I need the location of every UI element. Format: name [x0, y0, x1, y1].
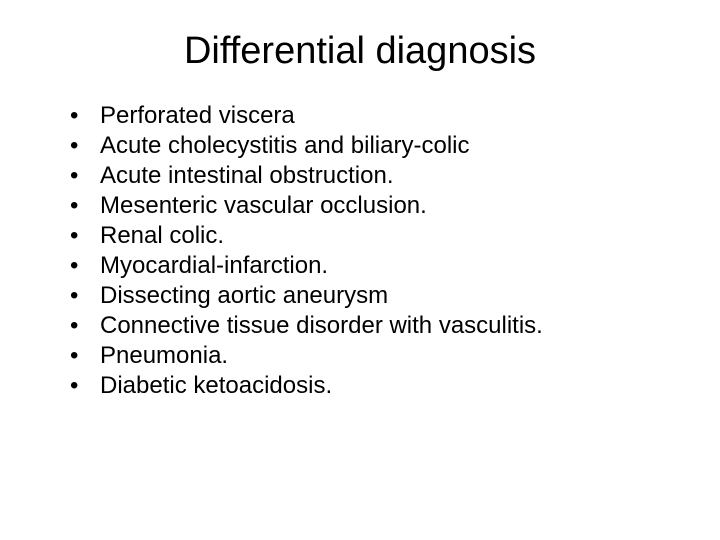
list-item: • Dissecting aortic aneurysm — [70, 281, 660, 311]
bullet-icon: • — [70, 221, 100, 251]
list-item-text: Pneumonia. — [100, 341, 660, 371]
slide-title: Differential diagnosis — [60, 30, 660, 73]
list-item-text: Diabetic ketoacidosis. — [100, 371, 660, 401]
list-item: • Myocardial-infarction. — [70, 251, 660, 281]
bullet-icon: • — [70, 371, 100, 401]
list-item: • Acute cholecystitis and biliary-colic — [70, 131, 660, 161]
bullet-icon: • — [70, 161, 100, 191]
list-item: • Perforated viscera — [70, 101, 660, 131]
bullet-icon: • — [70, 341, 100, 371]
bullet-icon: • — [70, 101, 100, 131]
bullet-icon: • — [70, 251, 100, 281]
slide: Differential diagnosis • Perforated visc… — [0, 0, 720, 540]
list-item-text: Acute cholecystitis and biliary-colic — [100, 131, 660, 161]
list-item: • Diabetic ketoacidosis. — [70, 371, 660, 401]
list-item: • Renal colic. — [70, 221, 660, 251]
bullet-icon: • — [70, 131, 100, 161]
list-item-text: Mesenteric vascular occlusion. — [100, 191, 660, 221]
list-item: • Acute intestinal obstruction. — [70, 161, 660, 191]
bullet-icon: • — [70, 191, 100, 221]
list-item: • Connective tissue disorder with vascul… — [70, 311, 660, 341]
list-item: • Pneumonia. — [70, 341, 660, 371]
list-item-text: Acute intestinal obstruction. — [100, 161, 660, 191]
list-item: • Mesenteric vascular occlusion. — [70, 191, 660, 221]
list-item-text: Renal colic. — [100, 221, 660, 251]
bullet-icon: • — [70, 311, 100, 341]
bullet-list: • Perforated viscera • Acute cholecystit… — [60, 101, 660, 401]
bullet-icon: • — [70, 281, 100, 311]
list-item-text: Myocardial-infarction. — [100, 251, 660, 281]
list-item-text: Connective tissue disorder with vasculit… — [100, 311, 660, 341]
list-item-text: Perforated viscera — [100, 101, 660, 131]
list-item-text: Dissecting aortic aneurysm — [100, 281, 660, 311]
